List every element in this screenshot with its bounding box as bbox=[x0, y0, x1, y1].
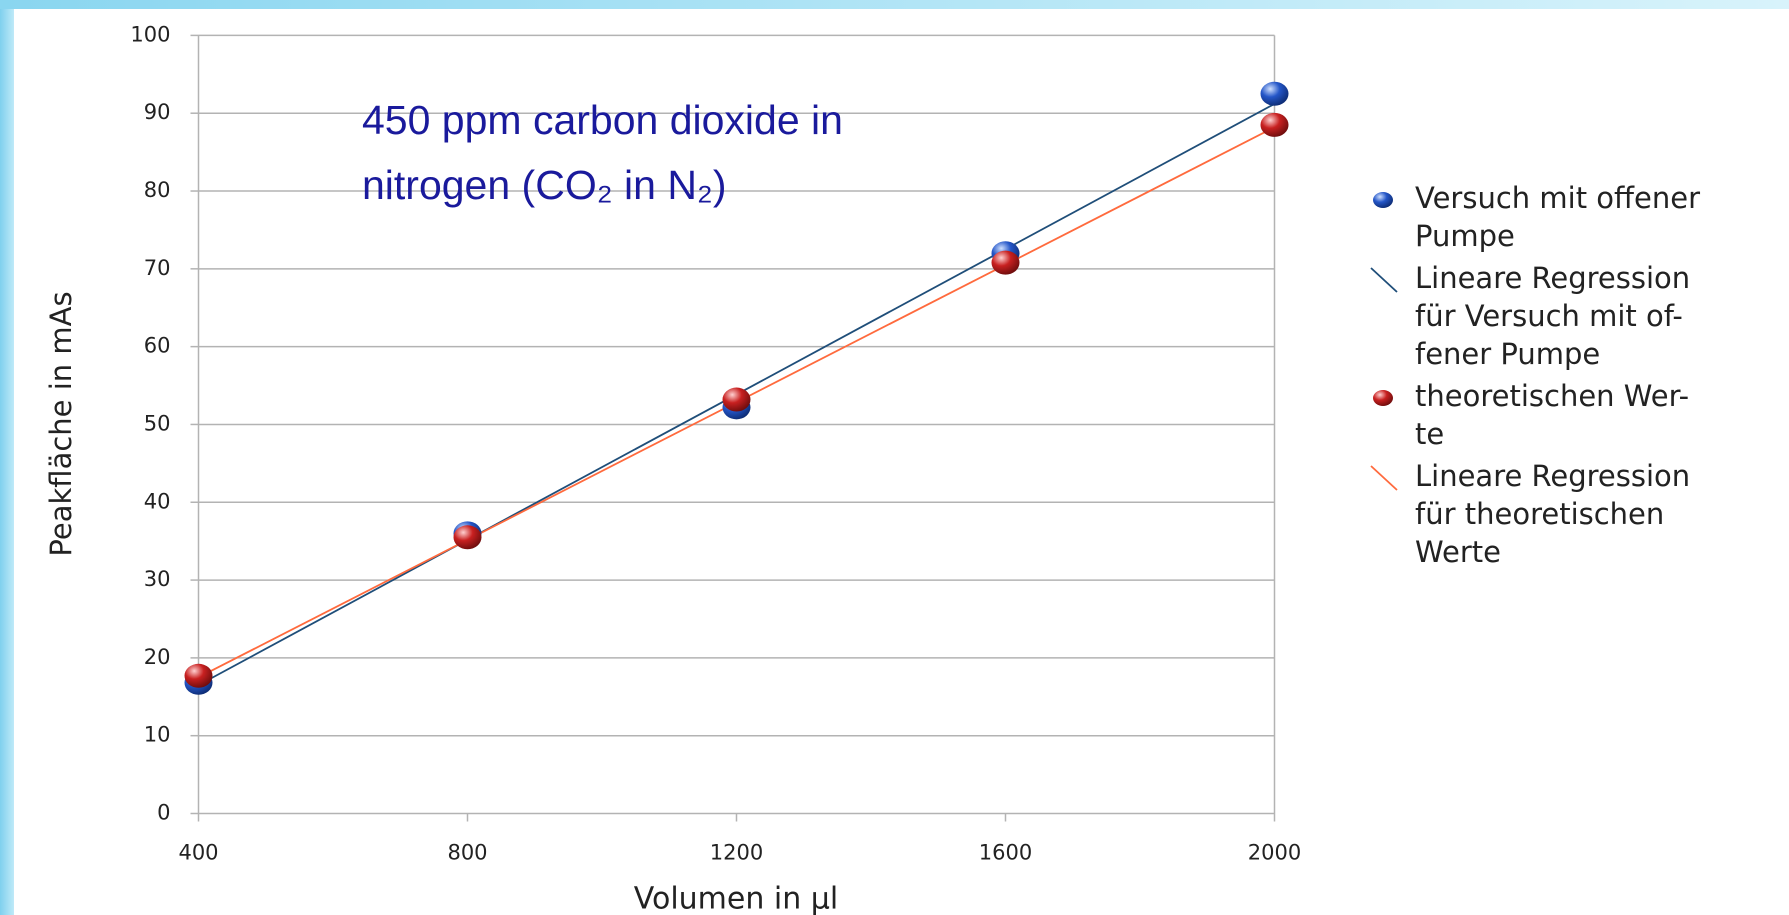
legend-marker bbox=[1373, 192, 1393, 208]
y-tick-label: 30 bbox=[144, 567, 171, 591]
y-tick-label: 80 bbox=[144, 178, 171, 202]
legend-label-line: für Versuch mit of- bbox=[1415, 299, 1683, 333]
x-tick-label: 1600 bbox=[979, 841, 1032, 865]
x-tick-label: 800 bbox=[447, 841, 487, 865]
point bbox=[991, 250, 1020, 275]
legend-label-line: Lineare Regression bbox=[1415, 261, 1690, 295]
legend-label: theoretischen Wer-te bbox=[1415, 379, 1689, 451]
x-tick-label: 400 bbox=[178, 841, 218, 865]
y-tick-label: 90 bbox=[144, 100, 171, 124]
point bbox=[1260, 81, 1289, 106]
legend-label: Lineare Regression für theoretischen Werte bbox=[1415, 459, 1690, 569]
x-tick-label: 2000 bbox=[1248, 841, 1301, 865]
x-axis-label: Volumen in µl bbox=[634, 882, 838, 915]
x-tick-label: 1200 bbox=[710, 841, 763, 865]
legend-label-line: fener Pumpe bbox=[1415, 337, 1600, 371]
legend-label-line: Versuch mit offener bbox=[1415, 181, 1700, 215]
y-tick-label: 60 bbox=[144, 334, 171, 358]
y-tick-label: 0 bbox=[157, 801, 170, 825]
legend-label-line: Lineare Regression bbox=[1415, 459, 1690, 493]
legend-label: Lineare Regression für Versuch mit of-fen… bbox=[1415, 261, 1690, 371]
y-axis-label: Peakfläche in mAs bbox=[44, 291, 78, 556]
legend-label-line: Werte bbox=[1415, 535, 1501, 569]
y-tick-label: 10 bbox=[144, 723, 171, 747]
legend-label: Versuch mit offener Pumpe bbox=[1415, 181, 1700, 253]
annotation: 450 ppm carbon dioxide in nitrogen (CO₂ … bbox=[362, 97, 843, 208]
point bbox=[1260, 112, 1289, 137]
legend-marker bbox=[1373, 390, 1393, 406]
point bbox=[184, 663, 213, 688]
legend-line bbox=[1370, 267, 1398, 293]
point bbox=[453, 525, 482, 550]
legend-label-line: theoretischen Wer- bbox=[1415, 379, 1689, 413]
legend-label-line: für theoretischen bbox=[1415, 497, 1664, 531]
top-border bbox=[0, 0, 1789, 9]
y-tick-label: 100 bbox=[130, 22, 170, 46]
legend-label-line: te bbox=[1415, 417, 1444, 451]
y-tick-label: 50 bbox=[144, 411, 171, 435]
y-tick-label: 20 bbox=[144, 645, 171, 669]
point bbox=[722, 387, 751, 412]
legend-label-line: Pumpe bbox=[1415, 219, 1515, 253]
y-tick-label: 70 bbox=[144, 256, 171, 280]
legend-line bbox=[1370, 465, 1398, 491]
y-tick-label: 40 bbox=[144, 489, 171, 513]
